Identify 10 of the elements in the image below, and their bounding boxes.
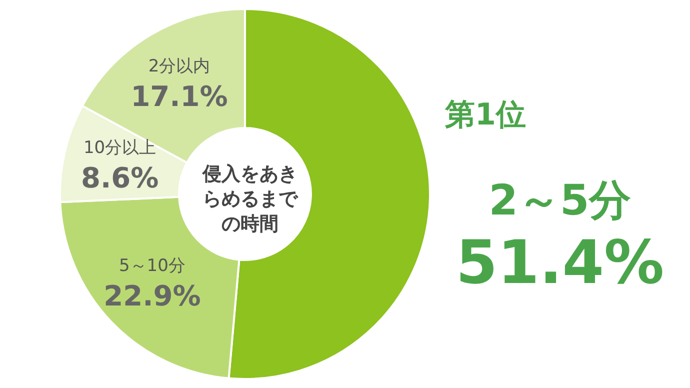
slice-label: 2～5分 (488, 176, 632, 224)
text: 第1位 (444, 98, 526, 132)
data-label: 17.1% (130, 80, 228, 114)
slice-label: 5～10分 (118, 256, 186, 276)
data-label: 8.6% (80, 162, 159, 195)
data-label: 22.9% (104, 279, 201, 312)
text: 侵入をあきらめるまでの時間 (202, 163, 298, 235)
data-label: 51.4% (456, 228, 664, 298)
slice-label: 2分以内 (148, 56, 210, 77)
slice-label: 10分以上 (83, 138, 156, 158)
